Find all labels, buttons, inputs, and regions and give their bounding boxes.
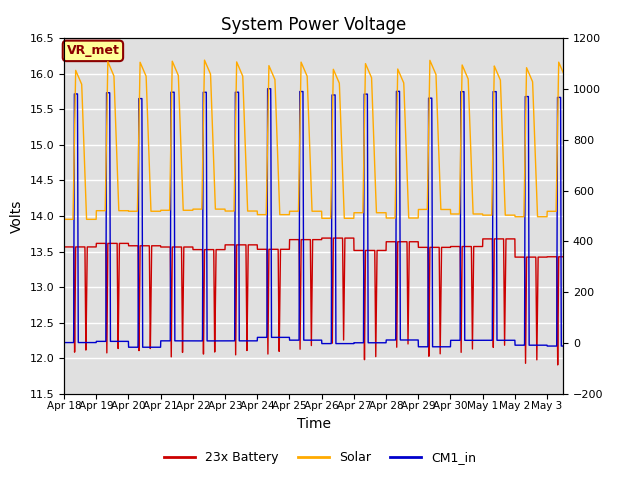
Title: System Power Voltage: System Power Voltage <box>221 16 406 34</box>
Legend: 23x Battery, Solar, CM1_in: 23x Battery, Solar, CM1_in <box>159 446 481 469</box>
Y-axis label: Volts: Volts <box>10 199 24 233</box>
X-axis label: Time: Time <box>296 417 331 431</box>
Text: VR_met: VR_met <box>67 44 120 58</box>
